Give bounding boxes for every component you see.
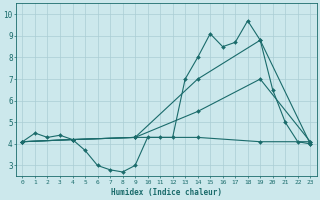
X-axis label: Humidex (Indice chaleur): Humidex (Indice chaleur) bbox=[111, 188, 222, 197]
